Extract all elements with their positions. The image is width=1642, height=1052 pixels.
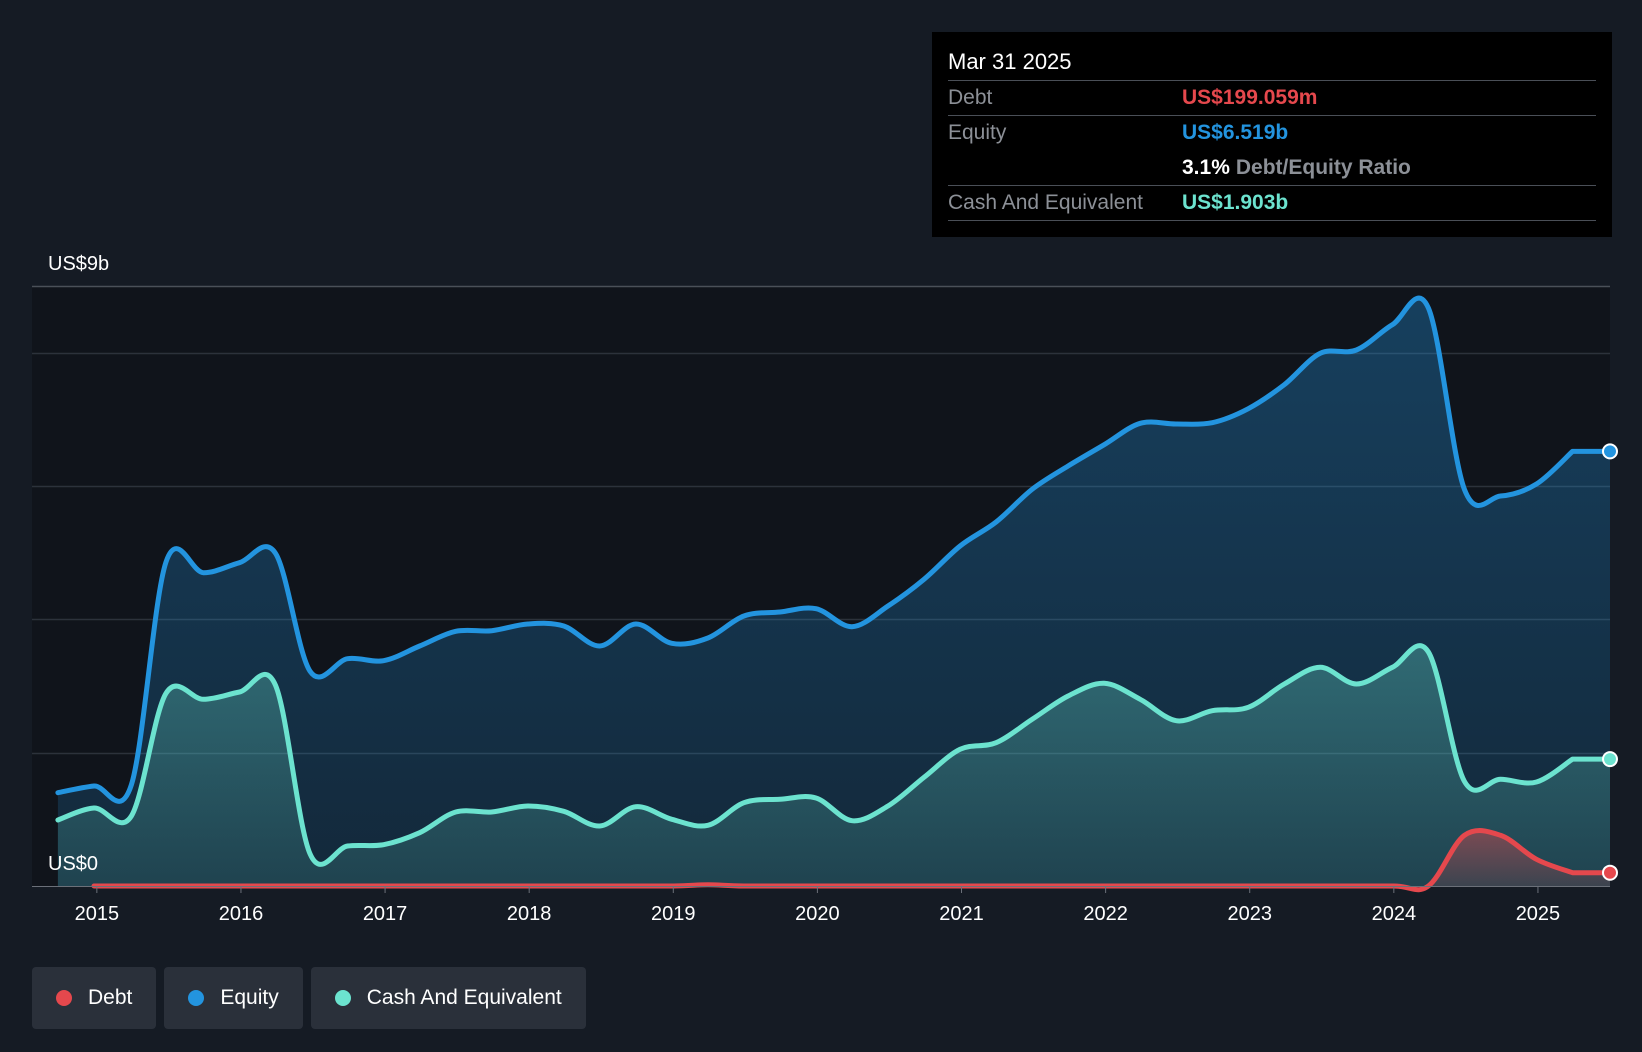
- x-tick-label: 2015: [75, 903, 120, 925]
- tooltip-ratio-value: 3.1%: [1182, 156, 1230, 179]
- tooltip-row-ratio: 3.1% Debt/Equity Ratio: [948, 150, 1596, 185]
- equity-line: [55, 295, 1613, 804]
- tooltip-date: Mar 31 2025: [948, 49, 1072, 74]
- legend-label-cash: Cash And Equivalent: [366, 986, 562, 1009]
- tooltip-cash-value: US$1.903b: [1182, 191, 1289, 214]
- series-areas: [57, 298, 1610, 890]
- legend-dot-equity: [188, 990, 205, 1006]
- series-end-points: [1602, 443, 1618, 881]
- cash-end-point: [1602, 751, 1618, 768]
- cash-area: [57, 645, 1610, 886]
- x-tick-label: 2024: [1372, 903, 1417, 925]
- debt-end-point: [1602, 864, 1618, 881]
- legend-item-equity[interactable]: Equity: [164, 967, 303, 1029]
- legend-label-equity: Equity: [220, 986, 279, 1009]
- data-tooltip: Mar 31 2025 Debt US$199.059m Equity US$6…: [932, 32, 1612, 237]
- tooltip-row-equity: Equity US$6.519b: [948, 115, 1596, 150]
- x-tick-label: 2020: [795, 903, 840, 925]
- x-tick-label: 2016: [219, 903, 264, 925]
- tooltip-debt-value: US$199.059m: [1182, 86, 1318, 109]
- tooltip-cash-label: Cash And Equivalent: [948, 191, 1143, 214]
- tooltip-ratio-label: Debt/Equity Ratio: [1235, 156, 1411, 179]
- y-axis-top-label: US$9b: [48, 253, 109, 275]
- legend-label-debt: Debt: [88, 986, 133, 1009]
- tooltip-debt-label: Debt: [948, 86, 993, 109]
- legend-dot-debt: [56, 990, 72, 1006]
- x-tick-label: 2025: [1516, 903, 1561, 925]
- tooltip-equity-label: Equity: [948, 121, 1007, 144]
- y-axis-bottom-label: US$0: [48, 853, 98, 875]
- x-tick-label: 2022: [1083, 903, 1128, 925]
- tooltip-row-debt: Debt US$199.059m: [948, 80, 1596, 115]
- x-tick-label: 2017: [363, 903, 408, 925]
- x-tick-label: 2019: [651, 903, 696, 925]
- x-tick-label: 2023: [1227, 903, 1272, 925]
- debt-area: [94, 830, 1610, 890]
- x-tick-label: 2018: [507, 903, 552, 925]
- legend-dot-cash: [334, 990, 351, 1006]
- x-tick-label: 2021: [939, 903, 984, 925]
- legend-item-debt[interactable]: Debt: [32, 967, 157, 1029]
- tooltip-equity-value: US$6.519b: [1182, 121, 1289, 144]
- legend-item-cash[interactable]: Cash And Equivalent: [310, 967, 586, 1029]
- cash-line: [55, 643, 1613, 867]
- x-axis-ticks: 2015 2016 2017 2018 2019 2020 2021 2022 2023 2024…: [75, 886, 1561, 925]
- chart-legend: Debt Equity Cash And Equivalent: [32, 967, 594, 1029]
- equity-end-point: [1602, 443, 1618, 460]
- tooltip-row-cash: Cash And Equivalent US$1.903b: [948, 185, 1596, 221]
